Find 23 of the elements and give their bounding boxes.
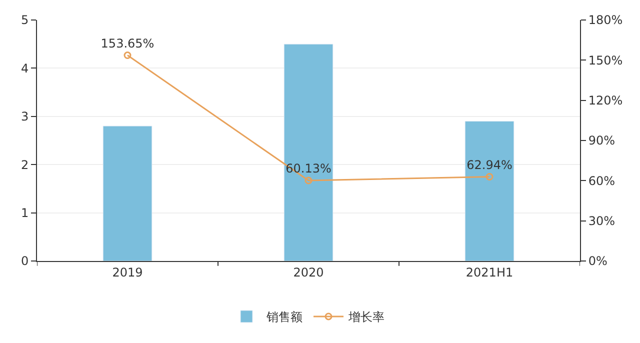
y2-tick-label: 60% xyxy=(588,174,616,188)
y-tick-label: 2 xyxy=(20,158,29,172)
y2-tick-label: 120% xyxy=(588,94,623,108)
y2-tick-label: 0% xyxy=(588,254,608,268)
y-tick-label: 4 xyxy=(20,61,29,76)
data-label: 153.65% xyxy=(100,36,154,51)
y-tick-label: 3 xyxy=(20,110,29,124)
y-tick-label: 0 xyxy=(20,254,29,268)
y-tick-label: 1 xyxy=(20,206,29,220)
x-tick-label: 2021H1 xyxy=(466,265,514,280)
legend-label: 增长率 xyxy=(348,310,384,324)
point xyxy=(124,52,132,60)
y2-tick-label: 150% xyxy=(588,53,623,68)
point xyxy=(304,176,312,184)
data-label: 62.94% xyxy=(466,158,512,172)
x-tick-label: 2020 xyxy=(293,265,324,280)
legend-label: 销售额 xyxy=(266,310,302,324)
x-tick-label: 2019 xyxy=(112,265,143,280)
y2-tick-label: 180% xyxy=(588,13,623,28)
y2-tick-label: 30% xyxy=(588,214,616,228)
y-tick-label: 5 xyxy=(20,13,29,28)
point xyxy=(486,172,494,180)
y2-tick-label: 90% xyxy=(588,134,616,148)
